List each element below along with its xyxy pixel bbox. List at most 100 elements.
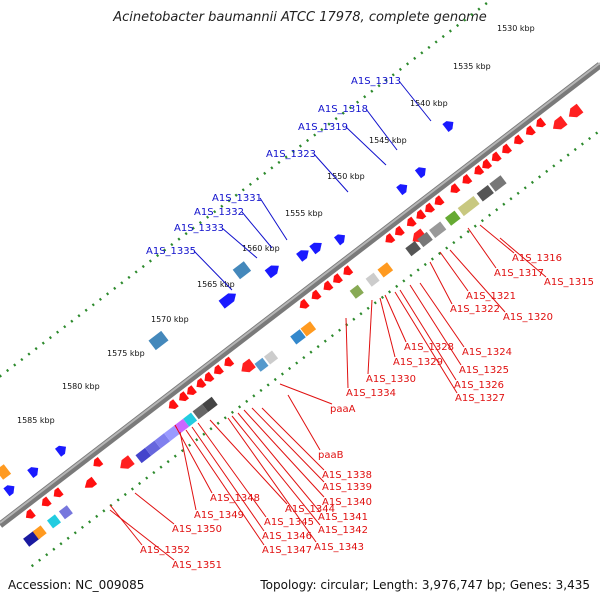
forward-gene-arrow — [296, 250, 309, 262]
forward-gene-arrow — [309, 242, 322, 255]
reverse-gene-leader — [409, 284, 462, 366]
feature-box — [365, 272, 380, 287]
feature-box — [457, 196, 480, 217]
reverse-gene-leader — [227, 417, 317, 543]
reverse-gene-leader — [179, 431, 197, 511]
reverse-gene-leader — [467, 227, 497, 269]
reverse-gene-arrow — [482, 158, 493, 169]
reverse-gene-leader — [479, 224, 515, 254]
reverse-gene-arrow — [462, 174, 473, 184]
reverse-gene-arrow — [514, 134, 524, 145]
scale-tick-label: 1530 kbp — [497, 24, 535, 33]
reverse-gene-label: paaB — [318, 450, 344, 461]
reverse-gene-arrow — [224, 356, 235, 367]
reverse-gene-label: A1S_1320 — [503, 312, 553, 323]
scale-tick-label: 1540 kbp — [410, 99, 448, 108]
reverse-gene-label: A1S_1347 — [262, 545, 312, 556]
reverse-gene-label: A1S_1327 — [455, 393, 505, 404]
reverse-gene-arrow — [395, 225, 405, 236]
feature-box — [202, 396, 218, 412]
reverse-gene-arrow — [406, 216, 417, 227]
feature-box — [377, 262, 394, 278]
forward-gene-arrow — [334, 234, 345, 246]
reverse-gene-arrow — [525, 125, 536, 136]
reverse-gene-arrow — [214, 364, 224, 375]
feature-box — [476, 185, 494, 202]
reverse-gene-label: A1S_1343 — [314, 542, 364, 553]
reverse-gene-label: A1S_1324 — [462, 347, 512, 358]
forward-gene-leader — [193, 250, 233, 291]
reverse-gene-leader — [384, 294, 407, 343]
feature-box — [192, 404, 209, 420]
reverse-gene-arrow — [536, 117, 547, 128]
feature-box — [32, 525, 47, 540]
map-title: Acinetobacter baumannii ATCC 17978, comp… — [113, 10, 487, 25]
reverse-gene-label: A1S_1338 — [322, 470, 372, 481]
forward-gene-arrow — [218, 293, 236, 309]
feature-box — [429, 221, 447, 238]
reverse-gene-leader — [109, 504, 143, 546]
reverse-gene-leader — [394, 291, 458, 394]
reverse-gene-arrow — [187, 385, 197, 395]
reverse-gene-arrow — [343, 265, 354, 276]
feature-box — [349, 284, 364, 299]
reverse-gene-arrow — [553, 115, 568, 130]
reverse-gene-leader — [439, 251, 469, 292]
reverse-gene-leader — [419, 282, 465, 348]
forward-gene-leader — [313, 153, 349, 193]
feature-box — [154, 433, 171, 449]
forward-gene-arrow — [264, 265, 279, 279]
reverse-gene-arrow — [568, 103, 584, 118]
scale-tick-label: 1535 kbp — [453, 62, 491, 71]
reverse-gene-arrow — [53, 487, 64, 498]
genome-backbone — [0, 62, 600, 528]
scale-track-inner — [30, 128, 600, 568]
reverse-gene-label: A1S_1348 — [210, 493, 260, 504]
feature-box — [0, 464, 12, 480]
reverse-gene-arrow — [333, 273, 343, 284]
forward-gene-label: A1S_1319 — [298, 122, 348, 133]
reverse-gene-label: A1S_1350 — [172, 524, 222, 535]
reverse-gene-leader — [197, 422, 267, 518]
forward-gene-arrow — [55, 445, 66, 457]
reverse-gene-leader — [185, 429, 265, 546]
forward-gene-label: A1S_1313 — [351, 76, 401, 87]
scale-tick-label: 1580 kbp — [62, 382, 100, 391]
reverse-gene-leader — [134, 492, 175, 525]
feature-box — [148, 330, 169, 351]
reverse-gene-leader — [191, 426, 265, 532]
feature-box — [489, 175, 507, 192]
reverse-gene-arrow — [241, 358, 256, 373]
reverse-gene-label: A1S_1325 — [459, 365, 509, 376]
backbone-highlight — [0, 62, 600, 524]
accession-text: Accession: NC_009085 — [8, 578, 145, 592]
forward-gene-label: A1S_1332 — [194, 207, 244, 218]
reverse-gene-label: A1S_1352 — [140, 545, 190, 556]
reverse-gene-arrow — [93, 457, 104, 467]
reverse-gene-arrow — [323, 280, 334, 291]
reverse-gene-label: A1S_1321 — [466, 291, 516, 302]
feature-box — [145, 440, 161, 456]
feature-box — [135, 447, 152, 464]
reverse-gene-arrow — [491, 151, 502, 162]
reverse-gene-arrow — [416, 209, 427, 220]
feature-box — [47, 514, 61, 529]
forward-gene-arrow — [396, 184, 408, 196]
forward-gene-label: A1S_1323 — [266, 149, 316, 160]
reverse-gene-leader — [345, 317, 349, 389]
reverse-gene-leader — [367, 299, 373, 375]
reverse-gene-label: A1S_1342 — [318, 525, 368, 536]
feature-box — [264, 350, 279, 365]
reverse-gene-arrow — [41, 496, 52, 507]
reverse-gene-arrow — [168, 399, 179, 409]
scale-tick-label: 1560 kbp — [242, 244, 280, 253]
reverse-gene-leader — [379, 297, 396, 358]
reverse-gene-label: A1S_1334 — [346, 388, 396, 399]
scale-track-outer — [0, 0, 493, 378]
reverse-gene-arrow — [179, 391, 189, 402]
forward-gene-leader — [241, 211, 273, 249]
reverse-gene-label: A1S_1322 — [450, 304, 500, 315]
reverse-gene-label: A1S_1340 — [322, 497, 372, 508]
topology-text: Topology: circular; Length: 3,976,747 bp… — [260, 578, 590, 592]
scale-tick-label: 1565 kbp — [197, 280, 235, 289]
